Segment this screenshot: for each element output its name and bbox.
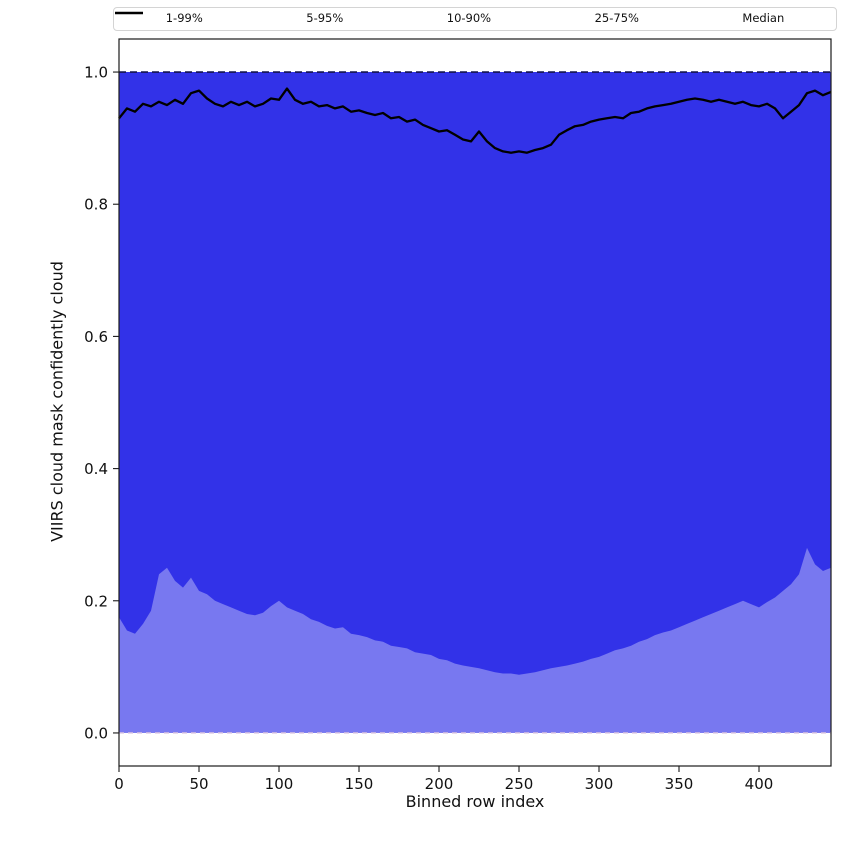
- x-axis-label: Binned row index: [405, 792, 545, 811]
- x-tick-label: 50: [189, 775, 208, 793]
- y-axis-label: VIIRS cloud mask confidently cloud: [47, 261, 67, 542]
- y-tick-label: 0.0: [84, 724, 108, 742]
- legend-label: Median: [742, 11, 785, 26]
- y-tick-label: 0.6: [84, 328, 108, 346]
- axes-frame: [118, 38, 832, 767]
- legend-item-median: Median: [115, 11, 785, 26]
- x-tick-label: 0: [114, 775, 124, 793]
- y-tick-label: 0.4: [84, 460, 108, 478]
- x-tick-label: 200: [425, 775, 454, 793]
- legend-line-median-icon: [115, 11, 143, 15]
- legend-item-1-99: 1-99%: [115, 11, 203, 26]
- x-tick-label: 300: [585, 775, 614, 793]
- legend-item-10-90: 10-90%: [115, 11, 492, 26]
- y-tick-label: 0.2: [84, 592, 108, 610]
- x-tick-label: 400: [745, 775, 774, 793]
- median-line: [118, 87, 832, 154]
- x-tick-label: 350: [665, 775, 694, 793]
- x-tick-label: 150: [345, 775, 374, 793]
- legend: 1-99% 5-95% 10-90% 25-75% Median: [113, 7, 837, 31]
- legend-label: 5-95%: [306, 11, 344, 26]
- band-25-75-fill: [119, 72, 831, 675]
- legend-label: 25-75%: [594, 11, 639, 26]
- legend-item-5-95: 5-95%: [115, 11, 344, 26]
- legend-item-25-75: 25-75%: [115, 11, 639, 26]
- y-tick-label: 1.0: [84, 64, 108, 82]
- legend-label: 1-99%: [165, 11, 203, 26]
- x-tick-label: 100: [265, 775, 294, 793]
- legend-label: 10-90%: [446, 11, 492, 26]
- y-tick-label: 0.8: [84, 196, 108, 214]
- x-tick-label: 250: [505, 775, 534, 793]
